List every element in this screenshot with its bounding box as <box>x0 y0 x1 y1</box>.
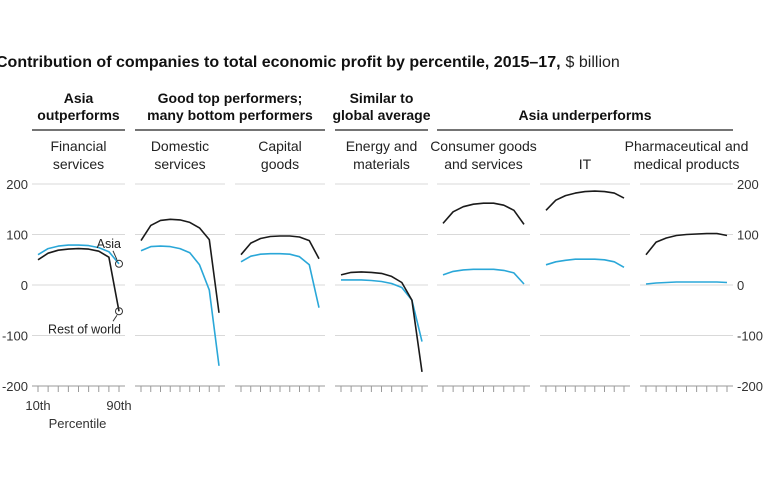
panel-name-1-line-0: Domestic <box>151 138 209 154</box>
y-tick-label-left-4: -200 <box>2 379 28 394</box>
x-axis: 10th 90th Percentile <box>25 398 131 431</box>
panel-name-5-line-0: IT <box>579 156 592 172</box>
y-axis-right: 200 100 0 -100 -200 <box>737 177 763 394</box>
series-line-3-asia <box>341 279 423 342</box>
series-line-1-asia <box>140 245 220 366</box>
panel-1: Domestic services <box>135 138 225 392</box>
asia-annotation: Asia <box>97 237 121 251</box>
group-label-0-line-1: outperforms <box>37 107 120 123</box>
series-line-5-rest-of-world <box>545 190 625 211</box>
series-line-0-rest-of-world <box>37 247 120 312</box>
panel-0: Financial services <box>32 138 125 392</box>
group-label-1-line-0: Good top performers; <box>158 90 303 106</box>
panel-name-0-line-0: Financial <box>50 138 106 154</box>
series-line-4-asia <box>442 268 525 285</box>
series-line-4-rest-of-world <box>442 202 525 225</box>
series-line-5-asia <box>545 258 625 268</box>
series-line-2-asia <box>240 252 320 308</box>
y-tick-label-right-2: 0 <box>737 278 744 293</box>
svg-text:Contribution of companies to t: Contribution of companies to total econo… <box>0 54 620 71</box>
chart-title: Contribution of companies to total econo… <box>0 54 620 71</box>
chart-title-text: Contribution of companies to total econo… <box>0 54 561 71</box>
group-label-3-line-0: Asia underperforms <box>518 107 651 123</box>
x-tick-label-last: 90th <box>106 398 131 413</box>
asia-end-marker <box>115 259 123 268</box>
panel-name-1-line-1: services <box>154 156 205 172</box>
y-tick-label-left-2: 0 <box>21 278 28 293</box>
panel-name-2-line-0: Capital <box>258 138 302 154</box>
y-axis-left: 200 100 0 -100 -200 <box>2 177 28 394</box>
series-line-1-rest-of-world <box>140 218 220 313</box>
panel-5: IT <box>540 156 630 392</box>
y-tick-label-left-1: 100 <box>6 228 28 243</box>
panels: Financial services Domestic services Capital… <box>32 138 748 392</box>
x-axis-title: Percentile <box>49 416 107 431</box>
series-line-3-rest-of-world <box>340 271 423 373</box>
annotations: Asia Rest of world <box>48 237 123 336</box>
panel-name-4-line-1: and services <box>444 156 523 172</box>
series-line-6-asia <box>645 281 728 285</box>
panel-name-6-line-0: Pharmaceutical and <box>625 138 749 154</box>
y-tick-label-left-3: -100 <box>2 329 28 344</box>
panel-name-4-line-0: Consumer goods <box>430 138 537 154</box>
group-label-2-line-1: global average <box>332 107 430 123</box>
panel-4: Consumer goods and services <box>430 138 537 392</box>
y-tick-label-right-4: -200 <box>737 379 763 394</box>
panel-name-6-line-1: medical products <box>634 156 740 172</box>
series-line-2-rest-of-world <box>240 235 320 260</box>
y-tick-label-right-3: -100 <box>737 329 763 344</box>
panel-name-3-line-0: Energy and <box>346 138 418 154</box>
y-tick-label-right-1: 100 <box>737 228 759 243</box>
group-label-1-line-1: many bottom performers <box>147 107 313 123</box>
series-line-0-asia <box>37 244 120 265</box>
y-tick-label-right-0: 200 <box>737 177 759 192</box>
y-tick-label-left-0: 200 <box>6 177 28 192</box>
chart-title-unit: $ billion <box>566 54 620 71</box>
panel-6: Pharmaceutical and medical products <box>625 138 749 392</box>
panel-name-0-line-1: services <box>53 156 104 172</box>
panel-2: Capital goods <box>235 138 325 392</box>
series-line-6-rest-of-world <box>645 232 728 256</box>
group-label-0-line-0: Asia <box>64 90 94 106</box>
rest-of-world-leader-line <box>112 314 118 322</box>
group-label-2-line-0: Similar to <box>350 90 414 106</box>
rest-of-world-end-marker <box>115 307 123 316</box>
rest-of-world-annotation: Rest of world <box>48 322 121 336</box>
panel-name-2-line-1: goods <box>261 156 299 172</box>
panel-name-3-line-1: materials <box>353 156 410 172</box>
asia-leader-line <box>112 250 118 260</box>
panel-3: Energy and materials <box>335 138 428 392</box>
x-tick-label-first: 10th <box>25 398 50 413</box>
